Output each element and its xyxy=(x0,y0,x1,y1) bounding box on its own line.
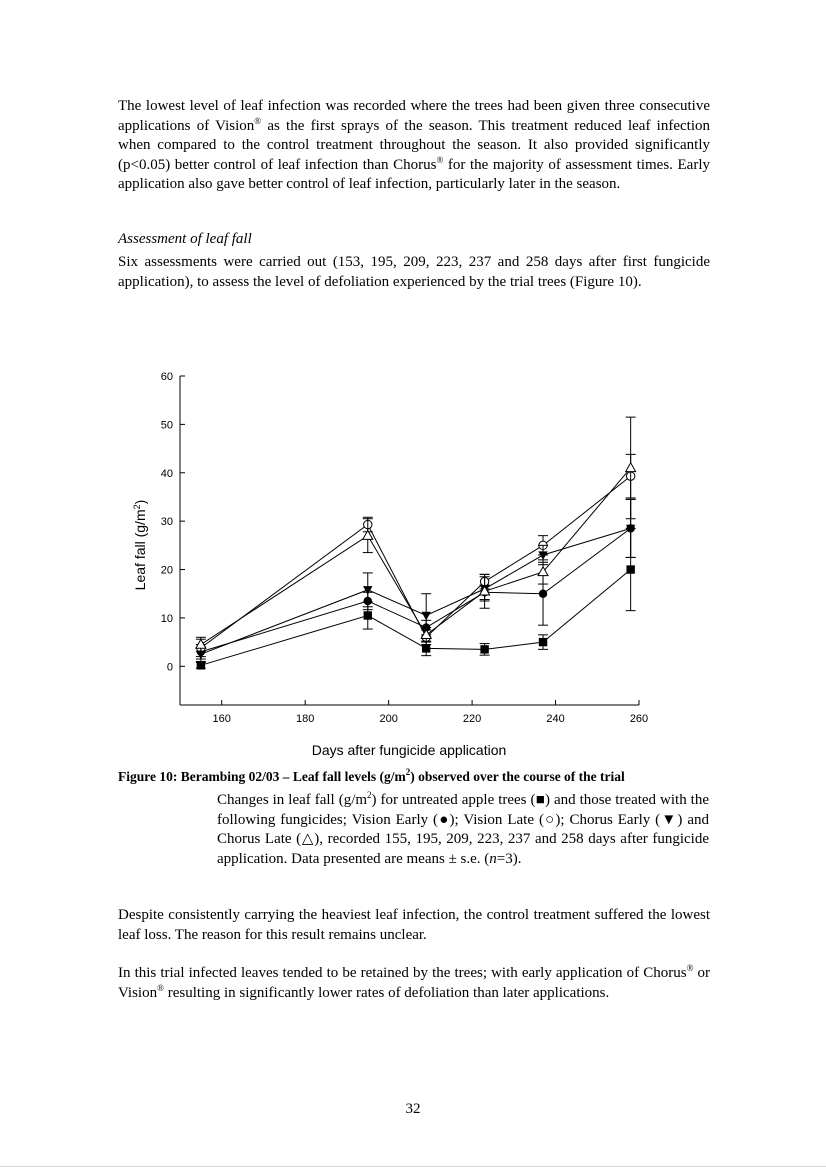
conclusion-text-part2: or Vision xyxy=(118,965,710,1001)
figure-title-sup: 2 xyxy=(405,767,411,777)
filled-triangle-down-marker xyxy=(363,586,373,595)
square-marker xyxy=(538,637,548,647)
registered-mark: ® xyxy=(436,154,444,165)
open-triangle-up-marker xyxy=(624,461,637,473)
filled-triangle-down-marker xyxy=(538,551,548,561)
caption-n: n xyxy=(489,850,497,867)
caption-part3: =3). xyxy=(496,850,522,867)
conclusion-text-part3: resulting in significantly lower rates o… xyxy=(163,984,610,1001)
intro-text-part1: The lowest level of leaf infection was r… xyxy=(118,98,710,134)
caption-sup: 2 xyxy=(367,790,372,800)
series-line xyxy=(200,467,632,645)
page-number: 32 xyxy=(405,1101,421,1117)
intro-paragraph: The lowest level of leaf infection was r… xyxy=(118,97,710,195)
series-1 xyxy=(195,527,636,670)
figure-title: Figure 10: Berambing 02/03 – Leaf fall l… xyxy=(118,767,718,785)
figure-title-part2: ) observed over the course of the trial xyxy=(410,769,625,784)
x-tick-label: 260 xyxy=(630,713,648,725)
filled-circle-marker xyxy=(538,589,548,598)
intro-text-part3: for the majority of assessment times. Ea… xyxy=(118,156,710,193)
square-marker xyxy=(480,645,489,654)
chart-series xyxy=(195,416,637,670)
y-axis-label: Leaf fall (g/m2) xyxy=(132,500,148,591)
conclusion-text-part1: In this trial infected leaves tended to … xyxy=(118,965,687,981)
chart-axes: 0 10 20 30 40 50 60 160 180 200 220 240 260 xyxy=(161,371,648,725)
y-tick-label: 40 xyxy=(161,468,173,480)
figure-title-part1: Figure 10: Berambing 02/03 – Leaf fall l… xyxy=(118,769,406,784)
caption-part1: Changes in leaf fall (g/m xyxy=(217,792,368,808)
caption-part2: ) for untreated apple trees (■) and thos… xyxy=(217,792,709,867)
series-3 xyxy=(195,453,636,658)
series-5 xyxy=(195,416,637,653)
filled-triangle-down-marker xyxy=(625,524,636,534)
square-marker xyxy=(196,661,206,670)
conclusion-paragraph: In this trial infected leaves tended to … xyxy=(118,964,710,1003)
x-tick-label: 220 xyxy=(463,713,481,725)
open-triangle-up-marker xyxy=(537,565,549,577)
series-line xyxy=(200,569,631,666)
y-tick-label: 60 xyxy=(161,371,173,383)
registered-mark: ® xyxy=(254,115,262,126)
x-tick-label: 200 xyxy=(379,713,397,725)
y-tick-label: 10 xyxy=(161,613,173,625)
y-tick-label: 50 xyxy=(161,419,173,431)
result-paragraph: Despite consistently carrying the heavie… xyxy=(118,907,710,943)
registered-mark: ® xyxy=(686,963,694,973)
filled-triangle-down-marker xyxy=(196,650,206,660)
series-2 xyxy=(195,498,636,660)
open-triangle-up-marker xyxy=(361,529,374,540)
series-line xyxy=(200,528,631,653)
series-line xyxy=(200,475,631,649)
series-line xyxy=(200,527,631,655)
y-tick-label: 0 xyxy=(167,661,173,673)
page-bottom-rule xyxy=(0,1166,826,1167)
intro-text-part2: as the first sprays of the season. This … xyxy=(118,117,710,173)
x-tick-label: 240 xyxy=(546,713,564,725)
y-tick-label: 30 xyxy=(161,516,173,528)
x-tick-label: 160 xyxy=(213,713,231,725)
open-triangle-up-marker xyxy=(195,638,207,649)
y-tick-label: 20 xyxy=(161,565,173,577)
section-heading: Assessment of leaf fall xyxy=(118,231,252,247)
assessment-paragraph: Six assessments were carried out (153, 1… xyxy=(118,254,710,290)
x-tick-label: 180 xyxy=(296,713,314,725)
registered-mark: ® xyxy=(157,982,164,993)
open-triangle-up-marker xyxy=(420,628,433,640)
x-axis-label: Days after fungicide application xyxy=(312,742,507,758)
square-marker xyxy=(421,644,431,653)
square-marker xyxy=(363,611,372,620)
figure-caption: Changes in leaf fall (g/m2) for untreate… xyxy=(217,791,709,869)
filled-triangle-down-marker xyxy=(421,611,431,621)
leaf-fall-chart: 0 10 20 30 40 50 60 160 180 200 220 240 260 Days aft… xyxy=(132,371,648,758)
square-marker xyxy=(626,565,635,574)
open-triangle-up-marker xyxy=(478,585,491,596)
